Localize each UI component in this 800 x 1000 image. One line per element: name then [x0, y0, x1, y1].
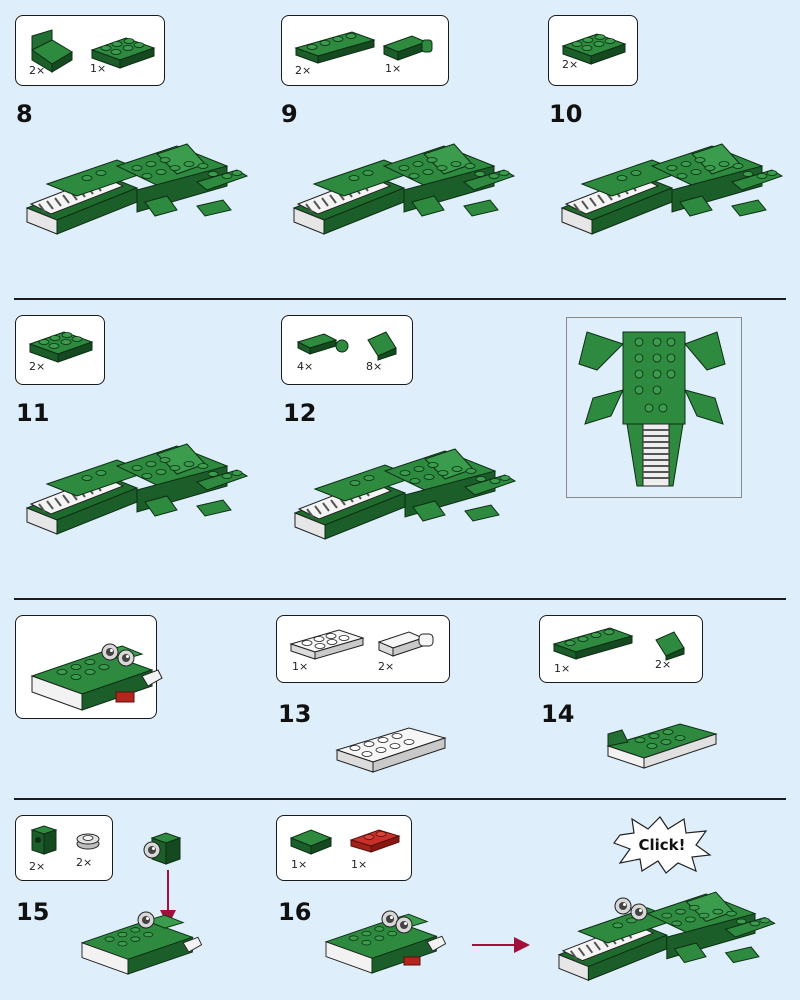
white-jaw-model-step-13: [335, 727, 447, 773]
section-divider: [14, 598, 786, 600]
part-qty: 2×: [76, 856, 93, 869]
part-qty: 2×: [29, 860, 46, 873]
parts-list-step-13: 1× 2×: [276, 615, 450, 683]
step-number: 16: [278, 898, 312, 926]
green-slope-small-part: [655, 631, 685, 661]
gray-round-plate-part: [76, 833, 100, 850]
crocodile-top-view: [578, 331, 726, 487]
part-qty: 2×: [655, 658, 672, 671]
green-slope-small-part: [367, 331, 397, 361]
parts-list-step-8: 2× 1×: [15, 15, 165, 86]
part-qty: 2×: [378, 660, 395, 673]
step-number: 12: [283, 399, 317, 427]
parts-list-step-9: 2× 1×: [281, 15, 449, 86]
head-assembly-step-16: [325, 910, 447, 974]
parts-list-step-16: 1× 1×: [276, 815, 412, 881]
green-slope-part: [289, 829, 333, 855]
crocodile-model-step-11: [26, 443, 248, 535]
step-number: 11: [16, 399, 50, 427]
parts-list-step-15: 2× 2×: [15, 815, 113, 881]
green-hinge-plate-part: [382, 35, 433, 61]
step-number: 8: [16, 100, 33, 128]
part-qty: 1×: [554, 662, 571, 675]
crocodile-model-step-12: [294, 448, 516, 540]
green-long-plate-part: [553, 627, 633, 660]
part-qty: 8×: [366, 360, 383, 373]
crocodile-final-model: [558, 891, 776, 982]
step-number: 9: [281, 100, 298, 128]
part-qty: 1×: [292, 660, 309, 673]
jaw-model-step-14: [606, 723, 718, 769]
section-divider: [14, 298, 786, 300]
white-hinge-plate-part: [377, 631, 434, 657]
part-qty: 2×: [29, 360, 46, 373]
crocodile-model-step-8: [26, 143, 248, 235]
step-number: 14: [541, 700, 575, 728]
arrow-to-final-model: [472, 937, 530, 953]
head-subassembly-callout: [15, 615, 163, 719]
step-number: 13: [278, 700, 312, 728]
part-qty: 1×: [351, 858, 368, 871]
click-label: Click!: [639, 836, 686, 854]
red-plate-part: [349, 829, 401, 853]
part-qty: 1×: [291, 858, 308, 871]
crocodile-model-step-9: [293, 143, 515, 235]
crocodile-head-model: [31, 643, 163, 711]
parts-list-step-12: 4× 8×: [281, 315, 413, 385]
green-slope-part: [31, 29, 73, 73]
green-long-plate-part: [295, 31, 375, 64]
part-qty: 2×: [295, 64, 312, 77]
parts-list-step-10: 2×: [548, 15, 638, 86]
top-view-frame: [566, 317, 742, 498]
green-claw-plate-part: [296, 333, 349, 355]
part-qty: 2×: [562, 58, 579, 71]
part-qty: 4×: [297, 360, 314, 373]
parts-list-step-14: 1× 2×: [539, 615, 703, 683]
part-qty: 2×: [29, 64, 46, 77]
part-qty: 1×: [90, 62, 107, 75]
step-number: 10: [549, 100, 583, 128]
crocodile-model-step-10: [561, 143, 783, 235]
part-qty: 1×: [385, 62, 402, 75]
section-divider: [14, 798, 786, 800]
click-burst: Click!: [613, 816, 712, 874]
green-headlight-brick-part: [30, 825, 58, 855]
parts-list-step-11: 2×: [15, 315, 105, 385]
step-number: 15: [16, 898, 50, 926]
head-assembly-step-15: [81, 832, 203, 975]
